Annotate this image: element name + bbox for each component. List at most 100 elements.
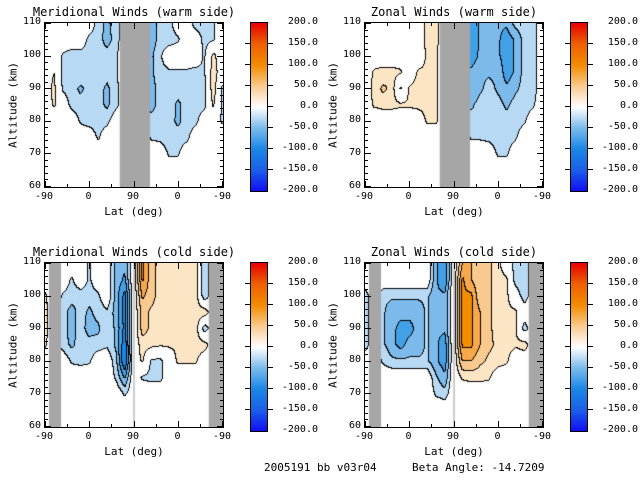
axis-tick: [45, 173, 48, 174]
axis-tick: [365, 309, 368, 310]
colorbar-tick: [588, 64, 593, 65]
x-tick-label: -90: [212, 431, 232, 442]
axis-tick: [365, 62, 368, 63]
axis-tick: [220, 406, 223, 407]
x-tick-label: 0: [85, 431, 92, 442]
axis-tick: [365, 296, 371, 297]
axis-tick: [365, 413, 368, 414]
axis-tick: [45, 186, 51, 187]
axis-tick: [45, 75, 48, 76]
colorbar-label: 0.0: [619, 340, 638, 351]
axis-tick: [220, 341, 223, 342]
colorbar-label: 150.0: [287, 277, 318, 288]
colorbar-tick: [588, 43, 593, 44]
axis-tick: [365, 23, 371, 24]
axis-tick: [217, 56, 223, 57]
axis-tick: [409, 181, 410, 187]
colorbar-label: 200.0: [287, 16, 318, 27]
axis-tick: [537, 296, 543, 297]
axis-tick: [45, 23, 46, 29]
colorbar-label: 0.0: [299, 100, 318, 111]
colorbar-tick: [245, 283, 250, 284]
axis-tick: [45, 419, 48, 420]
axis-tick: [520, 23, 521, 26]
colorbar-label: 200.0: [287, 256, 318, 267]
axis-tick: [220, 419, 223, 420]
axis-tick: [365, 421, 366, 427]
axis-tick: [365, 380, 368, 381]
axis-tick: [540, 335, 543, 336]
y-tick-label: 100: [342, 288, 361, 300]
axis-tick: [540, 179, 543, 180]
axis-tick: [365, 173, 368, 174]
colorbar-tick: [565, 127, 570, 128]
axis-tick: [45, 270, 48, 271]
axis-tick: [111, 424, 112, 427]
axis-tick: [540, 134, 543, 135]
axis-tick: [540, 101, 543, 102]
axis-tick: [365, 341, 368, 342]
axis-tick: [540, 127, 543, 128]
axis-tick: [45, 69, 48, 70]
axis-tick: [537, 153, 543, 154]
colorbar-tick: [588, 85, 593, 86]
axis-tick: [540, 30, 543, 31]
colorbar-tick: [588, 325, 593, 326]
colorbar-tick: [245, 43, 250, 44]
axis-tick: [45, 263, 46, 269]
axis-tick: [540, 114, 543, 115]
axis-tick: [67, 23, 68, 26]
axis-tick: [220, 75, 223, 76]
colorbar-label: 50.0: [613, 79, 638, 90]
colorbar-tick: [588, 409, 593, 410]
y-axis-title: Altitude (km): [326, 61, 340, 149]
axis-tick: [409, 263, 410, 269]
panel-title: Zonal Winds (warm side): [370, 5, 538, 19]
x-tick-label: -90: [532, 431, 552, 442]
panel-title: Meridional Winds (cold side): [32, 245, 236, 259]
colorbar-label: 200.0: [607, 256, 638, 267]
axis-tick: [365, 49, 368, 50]
axis-tick: [540, 283, 543, 284]
axis-tick: [409, 421, 410, 427]
axis-tick: [365, 322, 368, 323]
y-tick-label: 100: [342, 48, 361, 60]
colorbar-tick: [268, 64, 273, 65]
axis-tick: [540, 289, 543, 290]
axis-tick: [220, 49, 223, 50]
x-tick-label: 0: [405, 191, 412, 202]
plot-area: [364, 22, 544, 188]
axis-tick: [220, 36, 223, 37]
axis-tick: [540, 315, 543, 316]
colorbar-tick: [268, 85, 273, 86]
colorbar-tick: [245, 148, 250, 149]
axis-tick: [45, 374, 48, 375]
axis-tick: [45, 88, 51, 89]
panel-zonal-cold: Zonal Winds (cold side) Altitude (km) La…: [320, 240, 640, 480]
axis-tick: [540, 82, 543, 83]
axis-tick: [45, 426, 51, 427]
x-tick-label: 0: [405, 431, 412, 442]
x-tick-label: -90: [34, 431, 54, 442]
axis-tick: [476, 263, 477, 266]
x-tick-label: 0: [174, 191, 181, 202]
axis-tick: [365, 367, 368, 368]
axis-tick: [220, 95, 223, 96]
axis-tick: [222, 421, 223, 427]
axis-tick: [200, 23, 201, 26]
y-tick-label: 60: [28, 180, 41, 191]
colorbar-label: 150.0: [607, 37, 638, 48]
axis-tick: [220, 30, 223, 31]
colorbar-tick: [588, 388, 593, 389]
axis-tick: [387, 424, 388, 427]
axis-tick: [156, 424, 157, 427]
colorbar-tick: [565, 169, 570, 170]
colorbar-tick: [268, 325, 273, 326]
colorbar-label: 150.0: [287, 37, 318, 48]
x-tick-label: 90: [126, 431, 140, 442]
x-tick-label: -90: [354, 431, 374, 442]
axis-tick: [540, 49, 543, 50]
axis-tick: [365, 276, 368, 277]
colorbar-tick: [565, 106, 570, 107]
axis-tick: [217, 393, 223, 394]
